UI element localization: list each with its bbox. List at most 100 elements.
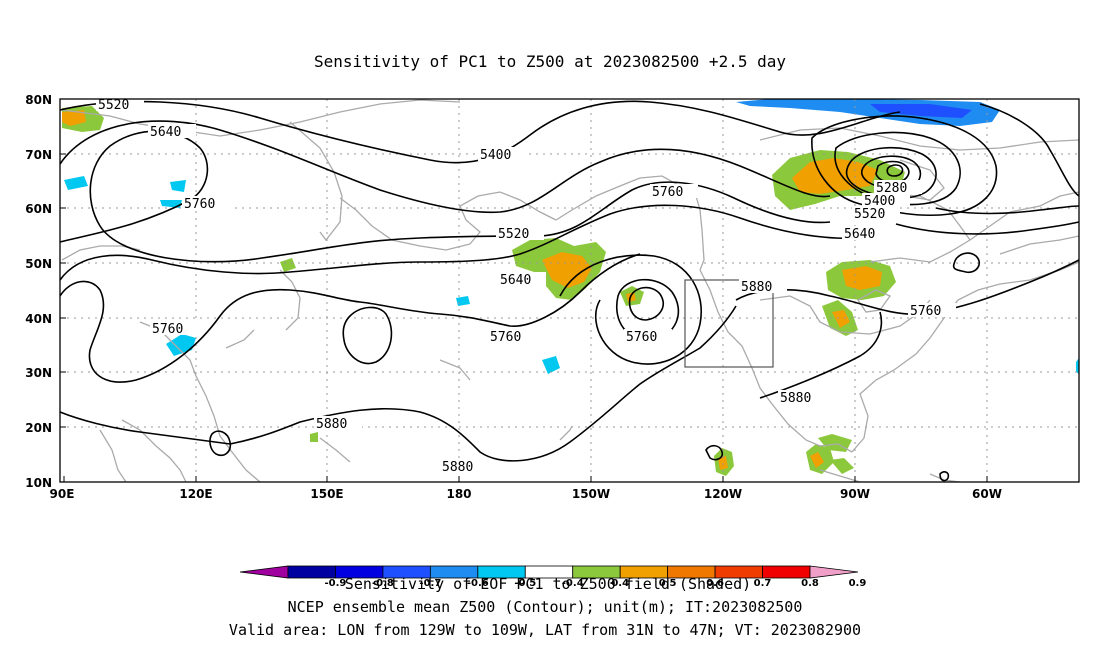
valid-area-box bbox=[684, 279, 774, 368]
colorbar-tick-label: -0.9 bbox=[325, 578, 347, 589]
colorbar-tick-label: 0.4 bbox=[611, 578, 629, 589]
contour-line bbox=[59, 305, 737, 462]
contour-line bbox=[939, 471, 950, 482]
contour-line bbox=[705, 444, 724, 461]
contour-label: 5400 bbox=[480, 148, 511, 163]
contour-label: 5760 bbox=[626, 330, 657, 345]
contour-label: 5760 bbox=[490, 330, 521, 345]
lat-tick-label: 60N bbox=[25, 202, 52, 216]
contour-line bbox=[952, 252, 981, 274]
contour-labels: 5520 5640 5760 5760 5400 5520 5640 5760 … bbox=[96, 97, 956, 475]
shade-negative-core bbox=[870, 104, 972, 118]
lat-tick-label: 40N bbox=[25, 312, 52, 326]
footer-shaded-caption: Sensitivity of EOF PC1 to Z500 field (Sh… bbox=[345, 575, 751, 593]
shade-positive-core bbox=[792, 158, 878, 194]
shade-positive-region bbox=[310, 432, 318, 442]
shade-negative-region bbox=[542, 356, 560, 374]
contour-label: 5520 bbox=[98, 98, 129, 113]
colorbar-max-arrow bbox=[809, 565, 859, 579]
lon-tick-label: 150E bbox=[310, 487, 343, 501]
lon-tick-label: 90E bbox=[50, 487, 75, 501]
colorbar-tick-label: 0.8 bbox=[801, 578, 819, 589]
footer-contour-caption: NCEP ensemble mean Z500 (Contour); unit(… bbox=[288, 598, 803, 616]
contour-line bbox=[342, 306, 393, 365]
lat-tick-label: 30N bbox=[25, 366, 52, 380]
contour-label: 5520 bbox=[498, 227, 529, 242]
contour-line bbox=[979, 103, 1080, 197]
shade-negative-region bbox=[64, 176, 88, 190]
lat-axis: 80N 70N 60N 50N 40N 30N 20N 10N bbox=[25, 93, 66, 490]
shade-positive-core bbox=[842, 266, 882, 290]
lat-tick-label: 70N bbox=[25, 148, 52, 162]
lon-tick-label: 180 bbox=[446, 487, 471, 501]
contour-label: 5640 bbox=[844, 227, 875, 242]
contour-label: 5880 bbox=[780, 391, 811, 406]
contour-label: 5760 bbox=[652, 185, 683, 200]
colorbar-tick-label: -0.4 bbox=[562, 578, 584, 589]
contour-line bbox=[759, 311, 883, 399]
sensitivity-shading bbox=[62, 99, 1079, 476]
shade-negative-region bbox=[1076, 358, 1079, 374]
lat-tick-label: 50N bbox=[25, 257, 52, 271]
colorbar-tick-label: 0.5 bbox=[659, 578, 677, 589]
footer-valid-area-caption: Valid area: LON from 129W to 109W, LAT f… bbox=[229, 621, 861, 639]
shade-positive-core bbox=[832, 310, 850, 328]
contour-label: 5760 bbox=[184, 197, 215, 212]
contour-label: 5760 bbox=[152, 322, 183, 337]
colorbar-tick-label: -0.6 bbox=[467, 578, 489, 589]
contour-line bbox=[845, 146, 937, 199]
contour-line bbox=[895, 221, 1080, 235]
contour-label: 5880 bbox=[741, 280, 772, 295]
colorbar-swatch bbox=[762, 565, 811, 579]
lon-tick-label: 120E bbox=[179, 487, 212, 501]
map-title: Sensitivity of PC1 to Z500 at 2023082500… bbox=[314, 52, 786, 71]
colorbar-tick-label: -0.8 bbox=[372, 578, 394, 589]
contour-line bbox=[59, 100, 901, 164]
contour-line bbox=[628, 286, 664, 321]
contour-label: 5520 bbox=[854, 207, 885, 222]
contour-label: 5400 bbox=[864, 194, 895, 209]
contour-label: 5640 bbox=[150, 125, 181, 140]
contour-label: 5280 bbox=[876, 181, 907, 196]
z500-contours bbox=[59, 100, 1080, 482]
shade-positive-core bbox=[62, 110, 86, 126]
lon-axis: 90E 120E 150E 180 150W 120W 90W 60W bbox=[50, 476, 1002, 501]
map-border bbox=[59, 98, 1080, 483]
contour-line bbox=[875, 160, 910, 184]
contour-line bbox=[559, 254, 702, 365]
contour-line bbox=[59, 130, 831, 263]
colorbar-tick-label: -0.5 bbox=[514, 578, 536, 589]
lon-tick-label: 150W bbox=[572, 487, 610, 501]
contour-label: 5640 bbox=[500, 273, 531, 288]
lon-tick-label: 120W bbox=[704, 487, 742, 501]
lon-tick-label: 60W bbox=[972, 487, 1002, 501]
colorbar-tick-label: -0.7 bbox=[419, 578, 441, 589]
shade-positive-region bbox=[830, 458, 854, 474]
colorbar-tick-label: 0.6 bbox=[706, 578, 724, 589]
lat-tick-label: 80N bbox=[25, 93, 52, 107]
contour-label: 5760 bbox=[910, 304, 941, 319]
shade-positive-region bbox=[280, 258, 296, 272]
contour-line bbox=[59, 253, 641, 383]
contour-line bbox=[811, 115, 998, 217]
lat-tick-label: 10N bbox=[25, 476, 52, 490]
colorbar-tick-label: 0.9 bbox=[849, 578, 867, 589]
shade-negative-region bbox=[170, 180, 186, 192]
contour-line bbox=[886, 164, 904, 177]
contour-label: 5880 bbox=[442, 460, 473, 475]
coastlines bbox=[61, 99, 1080, 483]
contour-line bbox=[59, 120, 831, 214]
colorbar-swatch bbox=[287, 565, 336, 579]
colorbar-min-arrow bbox=[239, 565, 289, 579]
shade-positive-core bbox=[810, 452, 824, 468]
colorbar: -0.9 -0.8 -0.7 -0.6 -0.5 -0.4 0.4 0.5 0.6 0.7 0.8 0… bbox=[239, 565, 867, 589]
map-panel: 5520 5640 5760 5760 5400 5520 5640 5760 … bbox=[59, 97, 1080, 483]
lon-tick-label: 90W bbox=[840, 487, 870, 501]
contour-line bbox=[615, 278, 680, 341]
contour-label: 5880 bbox=[316, 417, 347, 432]
contour-line bbox=[834, 131, 961, 206]
contour-line bbox=[59, 204, 861, 281]
colorbar-tick-label: 0.7 bbox=[754, 578, 772, 589]
lat-tick-label: 20N bbox=[25, 421, 52, 435]
